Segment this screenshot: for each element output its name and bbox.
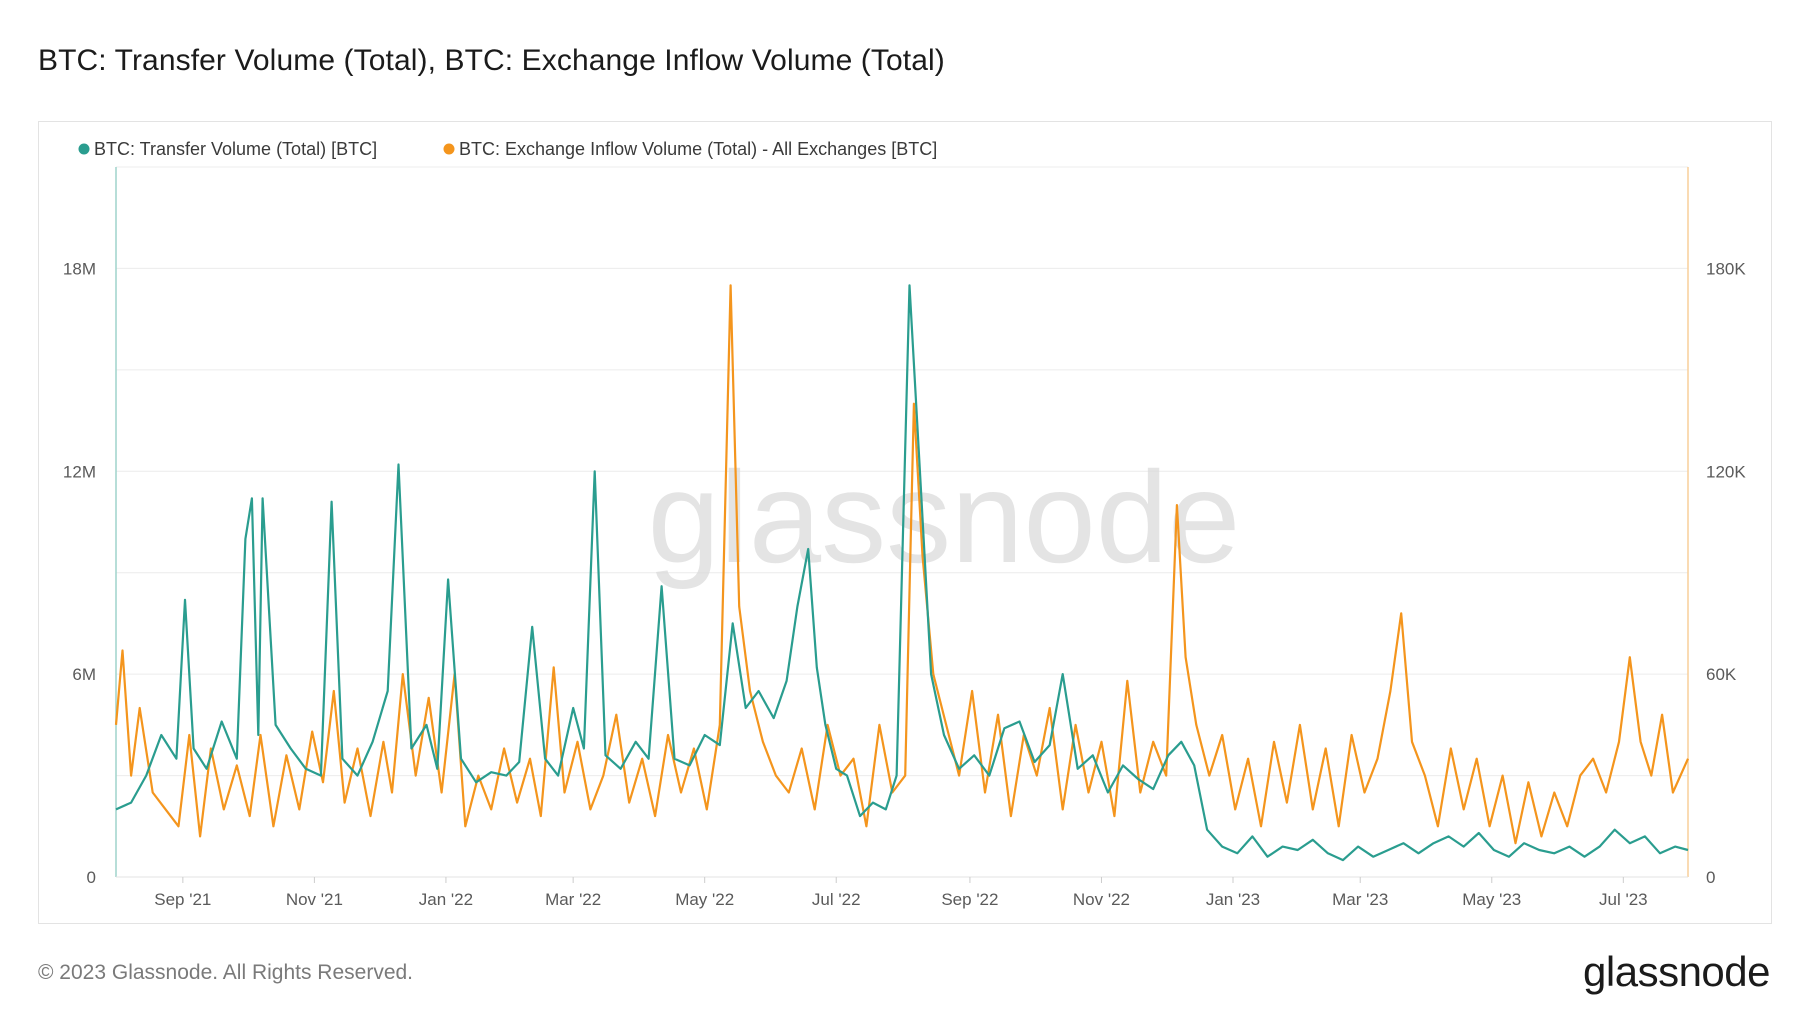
- x-tick-label: Jul '22: [812, 890, 861, 909]
- x-tick-label: Nov '21: [286, 890, 343, 909]
- y-left-tick-label: 12M: [63, 462, 96, 481]
- x-tick-label: Mar '22: [545, 890, 601, 909]
- line-chart[interactable]: glassnode 0 6M 12M 18M 0 60K 120K 180K Sep '21…: [39, 122, 1771, 923]
- y-right-tick-label: 60K: [1706, 665, 1737, 684]
- page-title: BTC: Transfer Volume (Total), BTC: Excha…: [38, 44, 945, 77]
- x-tick-label: Jan '22: [419, 890, 473, 909]
- y-left-tick-label: 0: [87, 868, 96, 887]
- series-line-transfer-volume[interactable]: [115, 284, 1689, 862]
- legend-item-inflow[interactable]: BTC: Exchange Inflow Volume (Total) - Al…: [443, 139, 938, 159]
- series-layer: [114, 284, 1690, 862]
- x-tick-label: Nov '22: [1073, 890, 1130, 909]
- x-tick-label: Jan '23: [1206, 890, 1260, 909]
- legend-label-transfer: BTC: Transfer Volume (Total) [BTC]: [94, 139, 377, 159]
- x-tick-label: May '23: [1462, 890, 1521, 909]
- y-axis-left: 0 6M 12M 18M: [63, 259, 96, 887]
- glassnode-logo[interactable]: glassnode: [1583, 948, 1770, 995]
- x-tick-label: Mar '23: [1332, 890, 1388, 909]
- y-axis-right: 0 60K 120K 180K: [1706, 259, 1746, 887]
- x-tick-label: Sep '22: [941, 890, 998, 909]
- legend-dot-inflow: [443, 143, 455, 155]
- x-axis: Sep '21 Nov '21 Jan '22 Mar '22 May '22 Jul '…: [154, 877, 1648, 909]
- chart-panel: glassnode 0 6M 12M 18M 0 60K 120K 180K Sep '21…: [38, 121, 1772, 924]
- copyright-notice: © 2023 Glassnode. All Rights Reserved.: [38, 961, 414, 984]
- watermark: glassnode: [648, 444, 1241, 590]
- legend-label-inflow: BTC: Exchange Inflow Volume (Total) - Al…: [459, 139, 937, 159]
- x-tick-label: May '22: [675, 890, 734, 909]
- y-right-tick-label: 0: [1706, 868, 1715, 887]
- y-left-tick-label: 18M: [63, 259, 96, 278]
- legend-dot-transfer: [78, 143, 90, 155]
- x-tick-label: Sep '21: [154, 890, 211, 909]
- legend: BTC: Transfer Volume (Total) [BTC] BTC: …: [78, 139, 938, 159]
- y-right-tick-label: 180K: [1706, 259, 1746, 278]
- x-tick-label: Jul '23: [1599, 890, 1648, 909]
- y-right-tick-label: 120K: [1706, 462, 1746, 481]
- legend-item-transfer[interactable]: BTC: Transfer Volume (Total) [BTC]: [78, 139, 378, 159]
- y-left-tick-label: 6M: [72, 665, 96, 684]
